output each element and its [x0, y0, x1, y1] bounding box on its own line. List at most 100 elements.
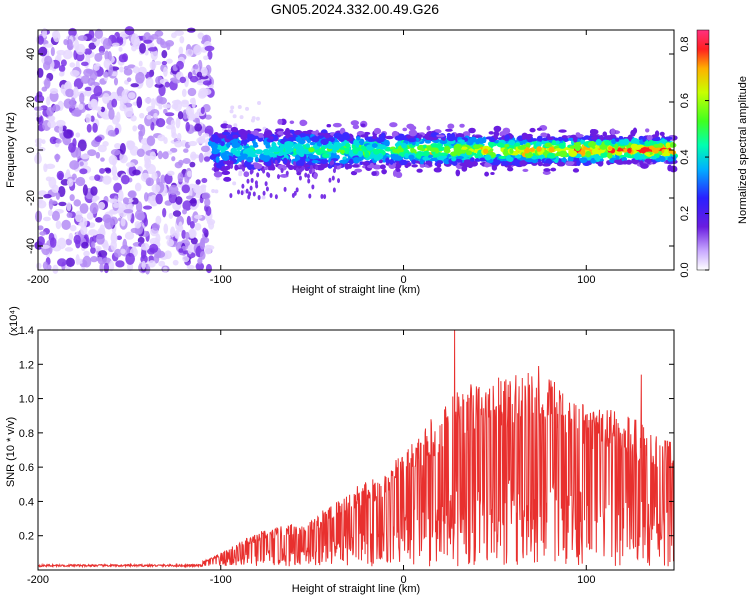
- noise-cell: [50, 46, 55, 57]
- noise-cell: [171, 132, 178, 139]
- signal-cell: [246, 156, 254, 163]
- noise-cell: [172, 210, 182, 217]
- noise-cell: [119, 66, 124, 73]
- signal-cell: [536, 146, 542, 152]
- signal-cell: [416, 168, 423, 173]
- signal-cell: [371, 135, 378, 140]
- signal-cell: [558, 142, 566, 149]
- signal-cell: [304, 172, 308, 178]
- noise-cell: [100, 106, 106, 113]
- signal-cell: [317, 132, 325, 136]
- signal-cell: [354, 168, 363, 173]
- noise-cell: [77, 35, 88, 42]
- noise-cell: [108, 198, 118, 204]
- y-tick-label: 0.4: [19, 496, 34, 508]
- noise-cell: [131, 197, 139, 205]
- noise-cell: [166, 238, 175, 247]
- signal-cell: [379, 164, 386, 170]
- noise-cell: [154, 83, 164, 88]
- noise-cell: [190, 197, 197, 207]
- noise-cell: [151, 98, 156, 110]
- signal-cell: [239, 164, 243, 170]
- signal-cell: [419, 163, 425, 168]
- noise-cell: [172, 79, 181, 84]
- noise-cell: [170, 226, 176, 238]
- noise-cell: [166, 42, 171, 51]
- noise-cell: [158, 260, 166, 267]
- noise-cell: [58, 65, 66, 72]
- noise-cell: [86, 123, 92, 133]
- signal-cell: [493, 125, 502, 133]
- noise-cell: [65, 257, 75, 268]
- signal-cell: [614, 143, 619, 151]
- signal-cell: [616, 147, 623, 152]
- signal-cell: [265, 161, 272, 167]
- signal-cell: [315, 148, 324, 156]
- noise-cell: [58, 123, 63, 134]
- noise-cell: [168, 212, 174, 219]
- signal-cell: [648, 145, 655, 150]
- noise-cell: [157, 150, 163, 160]
- noise-cell: [176, 132, 182, 142]
- noise-cell: [82, 255, 92, 268]
- noise-cell: [90, 115, 95, 122]
- noise-cell: [205, 263, 212, 274]
- noise-cell: [51, 210, 60, 221]
- noise-cell: [139, 42, 146, 54]
- signal-cell: [378, 135, 386, 143]
- noise-cell: [120, 248, 126, 255]
- noise-cell: [163, 137, 168, 144]
- signal-cell: [385, 135, 394, 140]
- signal-cell: [422, 150, 430, 157]
- noise-cell: [194, 222, 202, 231]
- noise-cell: [195, 262, 205, 271]
- signal-cell: [320, 158, 329, 164]
- signal-cell: [424, 136, 433, 141]
- noise-cell: [146, 115, 152, 120]
- noise-cell: [146, 135, 156, 146]
- noise-cell: [57, 258, 67, 267]
- signal-cell: [645, 128, 650, 133]
- signal-cell: [529, 127, 536, 133]
- signal-cell: [226, 124, 233, 129]
- noise-cell: [108, 64, 114, 76]
- noise-cell: [151, 184, 161, 194]
- signal-cell: [384, 139, 390, 147]
- signal-cell: [255, 183, 259, 189]
- signal-cell: [301, 164, 311, 168]
- noise-cell: [189, 229, 196, 239]
- noise-cell: [75, 132, 81, 138]
- signal-cell: [249, 150, 256, 157]
- noise-cell: [178, 221, 183, 232]
- noise-cell: [99, 224, 106, 237]
- noise-cell: [144, 263, 151, 275]
- noise-cell: [135, 71, 145, 84]
- noise-cell: [70, 97, 76, 109]
- signal-cell: [301, 165, 305, 171]
- noise-cell: [80, 75, 91, 84]
- signal-cell: [514, 142, 521, 147]
- signal-cell: [625, 153, 633, 159]
- noise-cell: [150, 200, 157, 207]
- noise-cell: [41, 244, 50, 249]
- signal-cell: [248, 191, 252, 197]
- noise-cell: [95, 216, 103, 223]
- noise-cell: [201, 185, 206, 195]
- noise-cell: [126, 77, 132, 83]
- noise-cell: [127, 92, 136, 99]
- noise-cell: [42, 216, 51, 222]
- signal-cell: [415, 152, 422, 159]
- noise-cell: [117, 189, 124, 202]
- noise-cell: [183, 148, 189, 153]
- signal-cell: [361, 161, 370, 166]
- signal-cell: [340, 149, 345, 154]
- signal-cell: [562, 157, 567, 163]
- signal-cell: [599, 143, 608, 150]
- signal-cell: [249, 185, 253, 191]
- signal-cell: [439, 152, 449, 156]
- noise-cell: [178, 159, 184, 166]
- signal-cell: [357, 150, 364, 157]
- signal-cell: [265, 132, 272, 138]
- noise-cell: [125, 252, 135, 265]
